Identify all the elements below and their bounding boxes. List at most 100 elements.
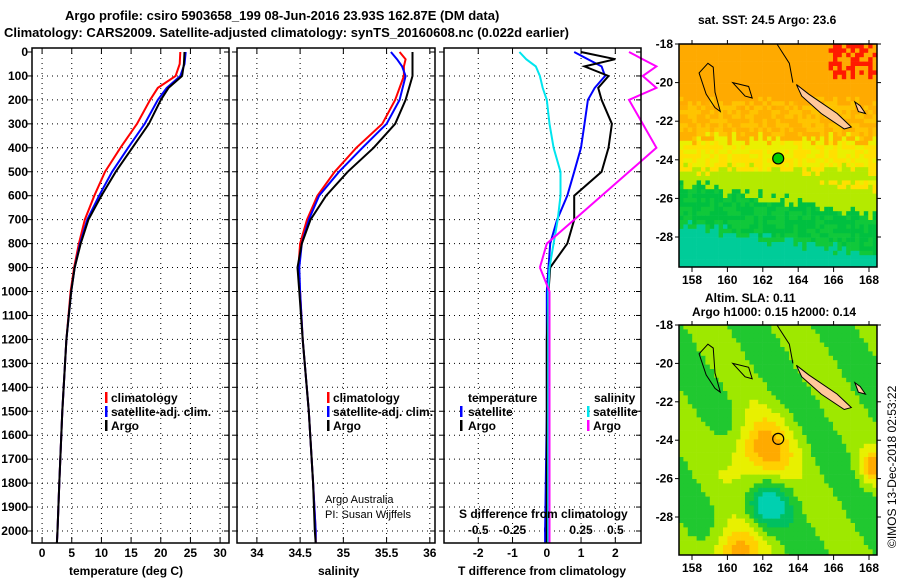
map-cell (741, 163, 746, 168)
map-cell (749, 260, 754, 265)
map-cell (859, 453, 864, 458)
map-cell (692, 479, 697, 484)
map-cell (851, 167, 856, 172)
map-cell (754, 426, 759, 431)
map-cell (785, 136, 790, 141)
map-cell (763, 114, 768, 119)
map-cell (701, 439, 706, 444)
map-cell (868, 66, 873, 71)
map-cell (815, 536, 820, 541)
map-cell (701, 123, 706, 128)
map-cell (754, 527, 759, 532)
map-cell (776, 523, 781, 528)
map-cell (833, 483, 838, 488)
map-cell (697, 119, 702, 124)
map-cell (745, 150, 750, 155)
map-cell (846, 413, 851, 418)
map-cell (719, 132, 724, 137)
map-cell (802, 233, 807, 238)
map-cell (723, 119, 728, 124)
map-cell (745, 334, 750, 339)
map-cell (842, 391, 847, 396)
map-cell (842, 238, 847, 243)
map-cell (855, 527, 860, 532)
map-cell (719, 53, 724, 58)
map-cell (701, 448, 706, 453)
map-cell (820, 479, 825, 484)
map-cell (701, 417, 706, 422)
map-cell (692, 167, 697, 172)
map-cell (802, 519, 807, 524)
map-cell (829, 70, 834, 75)
map-cell (736, 351, 741, 356)
map-cell (688, 92, 693, 97)
map-cell (705, 329, 710, 334)
map-cell (798, 435, 803, 440)
map-cell (741, 329, 746, 334)
map-cell (807, 461, 812, 466)
map-cell (859, 176, 864, 181)
map-cell (780, 110, 785, 115)
map-cell (701, 431, 706, 436)
map-cell (727, 207, 732, 212)
map-cell (833, 497, 838, 502)
map-cell (807, 75, 812, 80)
map-cell (701, 488, 706, 493)
map-cell (710, 216, 715, 221)
map-cell (833, 365, 838, 370)
map-cell (758, 114, 763, 119)
map-cell (714, 334, 719, 339)
map-cell (789, 382, 794, 387)
map-cell (710, 110, 715, 115)
map-cell (780, 492, 785, 497)
map-cell (697, 365, 702, 370)
map-cell (732, 163, 737, 168)
map-cell (793, 189, 798, 194)
map-cell (846, 444, 851, 449)
map-cell (701, 110, 706, 115)
map-cell (824, 417, 829, 422)
map-cell (741, 233, 746, 238)
map-cell (859, 422, 864, 427)
map-cell (824, 527, 829, 532)
map-cell (864, 202, 869, 207)
map-cell (701, 145, 706, 150)
map-cell (780, 220, 785, 225)
map-cell (763, 373, 768, 378)
map-cell (749, 251, 754, 256)
map-cell (732, 119, 737, 124)
map-cell (705, 409, 710, 414)
map-cell (697, 373, 702, 378)
map-cell (851, 356, 856, 361)
map-cell (771, 101, 776, 106)
map-cell (697, 492, 702, 497)
map-cell (855, 413, 860, 418)
map-cell (727, 431, 732, 436)
map-cell (719, 216, 724, 221)
map-cell (683, 167, 688, 172)
map-cell (754, 369, 759, 374)
map-cell (697, 246, 702, 251)
map-cell (771, 176, 776, 181)
map-cell (732, 439, 737, 444)
map-cell (714, 260, 719, 265)
map-cell (771, 426, 776, 431)
map-cell (745, 216, 750, 221)
map-cell (807, 356, 812, 361)
map-cell (864, 53, 869, 58)
map-cell (758, 483, 763, 488)
map-cell (859, 426, 864, 431)
map-cell (758, 461, 763, 466)
map-cell (688, 510, 693, 515)
map-cell (736, 114, 741, 119)
map-cell (855, 198, 860, 203)
map-cell (697, 360, 702, 365)
map-cell (851, 360, 856, 365)
map-cell (723, 373, 728, 378)
map-cell (811, 448, 816, 453)
map-cell (741, 57, 746, 62)
map-cell (802, 238, 807, 243)
map-cell (785, 497, 790, 502)
map-cell (837, 382, 842, 387)
map-cell (793, 387, 798, 392)
